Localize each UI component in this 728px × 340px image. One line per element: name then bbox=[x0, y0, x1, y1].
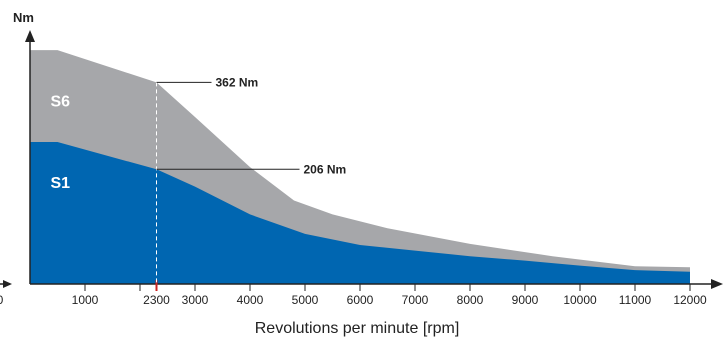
x-tick-label: 2300 bbox=[143, 293, 170, 307]
series-area-s1 bbox=[30, 142, 690, 284]
x-tick-label: 9000 bbox=[512, 293, 539, 307]
x-tick-label: 5000 bbox=[292, 293, 319, 307]
x-tick-label: 12000 bbox=[673, 293, 707, 307]
x-axis-title: Revolutions per minute [rpm] bbox=[255, 320, 460, 337]
x-axis-left-arrowhead bbox=[3, 280, 12, 288]
x-origin-tick-label: 0 bbox=[0, 293, 4, 307]
x-tick-label: 4000 bbox=[237, 293, 264, 307]
x-tick-label: 7000 bbox=[402, 293, 429, 307]
x-tick-label: 1000 bbox=[72, 293, 99, 307]
x-axis-arrowhead bbox=[711, 279, 723, 289]
x-tick-label: 11000 bbox=[619, 293, 652, 307]
annotation-label: 206 Nm bbox=[304, 162, 347, 176]
x-tick-label: 8000 bbox=[457, 293, 484, 307]
x-tick-label: 10000 bbox=[563, 293, 597, 307]
series-label-s6: S6 bbox=[50, 93, 70, 110]
y-axis-unit-label: Nm bbox=[13, 10, 34, 25]
x-tick-label: 6000 bbox=[347, 293, 374, 307]
x-tick-label: 3000 bbox=[182, 293, 209, 307]
series-label-s1: S1 bbox=[50, 175, 70, 192]
y-axis-arrowhead bbox=[25, 30, 35, 42]
annotation-label: 362 Nm bbox=[216, 75, 259, 89]
